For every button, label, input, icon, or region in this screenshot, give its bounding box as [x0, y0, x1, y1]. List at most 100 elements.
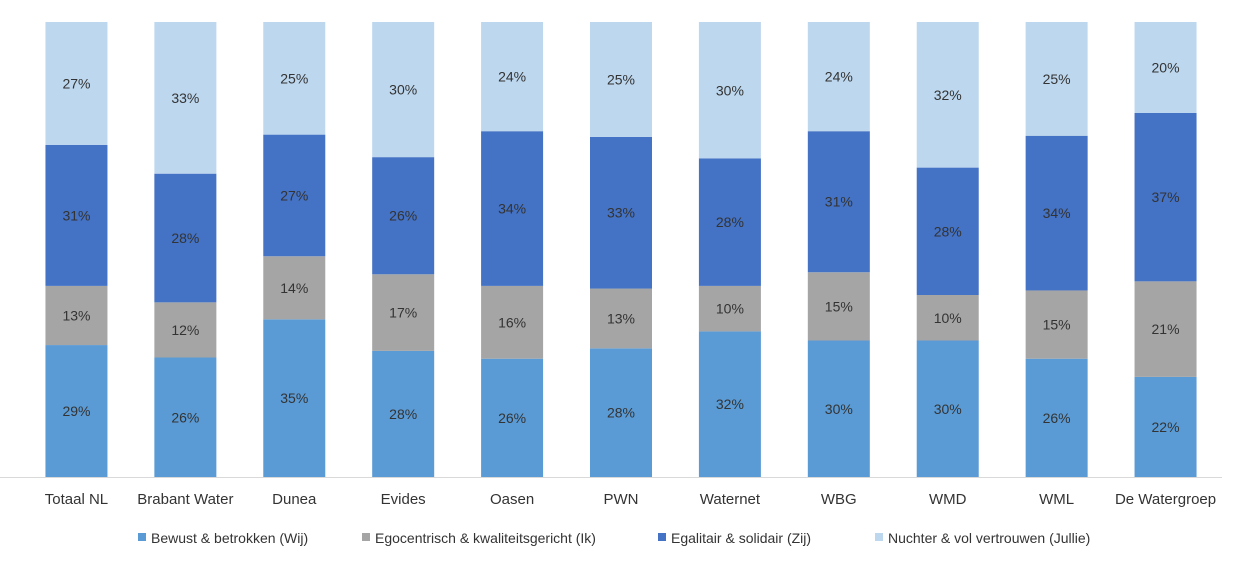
data-label: 25% — [280, 70, 308, 86]
bar-segment — [1134, 376, 1197, 477]
bar-segment — [154, 302, 217, 358]
bar-segment — [1025, 358, 1088, 477]
bar-segment — [916, 340, 979, 477]
data-label: 31% — [825, 194, 853, 210]
data-label: 30% — [934, 401, 962, 417]
data-label: 15% — [825, 298, 853, 314]
bar-segment — [154, 357, 217, 477]
data-label: 34% — [498, 201, 526, 217]
category-label: PWN — [604, 491, 639, 508]
bar-segment — [807, 131, 870, 273]
data-label: 28% — [716, 214, 744, 230]
bar-segment — [590, 288, 652, 349]
bar-segment — [916, 167, 979, 295]
data-label: 37% — [1152, 189, 1180, 205]
bar-segment — [1025, 290, 1088, 359]
data-label: 25% — [607, 71, 635, 87]
data-label: 26% — [171, 409, 199, 425]
data-label: 26% — [389, 208, 417, 224]
bar-segment — [481, 22, 544, 132]
data-label: 30% — [389, 82, 417, 98]
data-label: 30% — [825, 401, 853, 417]
data-label: 33% — [171, 90, 199, 106]
bar-segment — [698, 22, 761, 159]
category-label: WML — [1039, 491, 1074, 508]
bar-segment — [45, 285, 108, 346]
legend-label: Bewust & betrokken (Wij) — [151, 530, 308, 546]
bar-segment — [590, 348, 652, 477]
category-labels-layer: Totaal NL Brabant Water Dunea Evides Oasen PW… — [45, 491, 1216, 508]
bar-segment — [590, 136, 652, 289]
bar-segment — [916, 295, 979, 341]
bar-segment — [1134, 281, 1197, 377]
legend-swatch — [138, 533, 146, 541]
category-label: WMD — [929, 491, 967, 508]
bar-segment — [263, 256, 326, 320]
data-label: 28% — [389, 406, 417, 422]
bar-segment — [1025, 22, 1088, 136]
data-label: 35% — [280, 390, 308, 406]
bar-segment — [263, 134, 326, 257]
category-label: Brabant Water — [137, 491, 233, 508]
data-label: 27% — [62, 75, 90, 91]
data-label: 31% — [62, 207, 90, 223]
data-label: 26% — [498, 410, 526, 426]
data-label: 22% — [1152, 419, 1180, 435]
data-label: 21% — [1152, 321, 1180, 337]
bar-segment — [1025, 135, 1088, 291]
bar-segment — [45, 22, 108, 145]
bar-segment — [45, 345, 108, 477]
category-label: Waternet — [700, 491, 761, 508]
data-label: 13% — [62, 307, 90, 323]
data-label: 24% — [498, 69, 526, 85]
data-label: 12% — [171, 322, 199, 338]
data-label: 34% — [1043, 205, 1071, 221]
data-label: 28% — [607, 405, 635, 421]
bar-segment — [590, 22, 652, 137]
bar-segment — [263, 319, 326, 477]
bar-segment — [1134, 113, 1197, 282]
data-label: 32% — [716, 396, 744, 412]
bar-segment — [263, 22, 326, 135]
bar-segment — [372, 274, 435, 351]
data-label: 13% — [607, 310, 635, 326]
data-label: 25% — [1043, 71, 1071, 87]
bar-segment — [372, 157, 435, 275]
data-label: 28% — [171, 230, 199, 246]
category-label: Totaal NL — [45, 491, 108, 508]
legend-label: Egocentrisch & kwaliteitsgericht (Ik) — [375, 530, 596, 546]
legend-swatch — [875, 533, 883, 541]
bar-segment — [481, 131, 544, 286]
bar-segment — [154, 22, 217, 174]
data-label: 20% — [1152, 60, 1180, 76]
bar-segment — [807, 22, 870, 132]
data-label: 27% — [280, 187, 308, 203]
category-label: De Watergroep — [1115, 491, 1216, 508]
data-label: 14% — [280, 280, 308, 296]
data-label: 33% — [607, 205, 635, 221]
bar-segment — [916, 22, 979, 168]
category-label: Evides — [381, 491, 426, 508]
bar-segment — [698, 158, 761, 286]
data-label: 30% — [716, 82, 744, 98]
bar-segment — [807, 340, 870, 477]
category-label: Oasen — [490, 491, 534, 508]
legend-swatch — [658, 533, 666, 541]
data-label: 10% — [934, 310, 962, 326]
legend-label: Egalitair & solidair (Zij) — [671, 530, 811, 546]
bar-segment — [698, 285, 761, 332]
bar-segment — [807, 272, 870, 341]
data-label: 16% — [498, 314, 526, 330]
segment-labels-layer: 29% 13% 31% 27% 26% 12% 28% 33% 35% 14% 27% 25% 28% 1… — [62, 60, 1179, 435]
data-label: 29% — [62, 403, 90, 419]
bar-segment — [481, 285, 544, 359]
bar-segment — [698, 331, 761, 477]
bars-layer — [45, 22, 1197, 477]
bar-segment — [1134, 22, 1197, 113]
bar-segment — [372, 22, 435, 158]
data-label: 17% — [389, 305, 417, 321]
legend-label: Nuchter & vol vertrouwen (Jullie) — [888, 530, 1090, 546]
legend-swatch — [362, 533, 370, 541]
